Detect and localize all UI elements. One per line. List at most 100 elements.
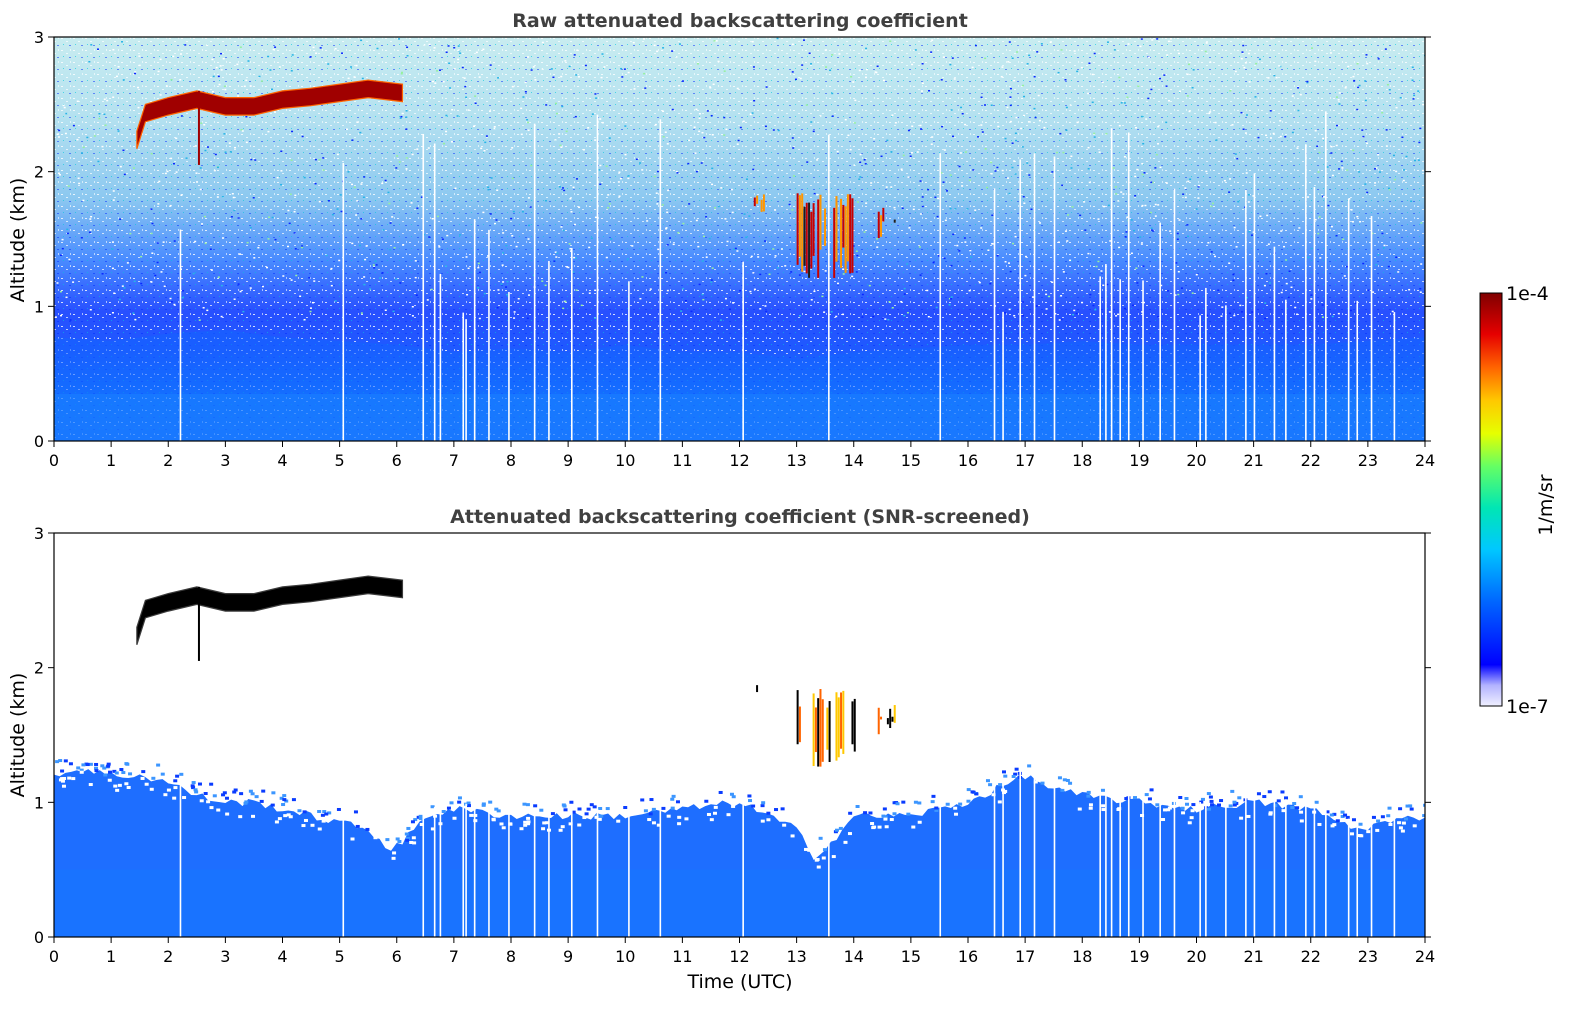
noise-speckle (984, 148, 987, 150)
data-gap-line (422, 133, 425, 441)
screened-fleck (248, 789, 253, 793)
noise-speckle (919, 213, 922, 215)
noise-speckle (948, 304, 951, 306)
noise-speckle (398, 161, 401, 163)
noise-speckle (318, 200, 321, 203)
convective-streak (889, 708, 892, 728)
noise-speckle (1235, 246, 1238, 248)
screened-fleck (1100, 788, 1105, 792)
screened-fleck (1027, 764, 1032, 768)
noise-speckle (291, 130, 294, 133)
noise-speckle (1284, 135, 1287, 138)
noise-speckle (315, 52, 318, 55)
noise-speckle (170, 78, 173, 81)
noise-speckle (1234, 153, 1237, 155)
x-tick-label: 13 (786, 947, 806, 966)
noise-speckle (1106, 283, 1109, 286)
noise-speckle (656, 50, 659, 53)
noise-speckle (122, 149, 125, 152)
screened-hole (107, 778, 112, 782)
noise-speckle (977, 136, 980, 138)
noise-speckle (981, 131, 984, 133)
noise-speckle (731, 211, 734, 214)
noise-speckle (1004, 311, 1007, 314)
screened-fleck (466, 804, 471, 808)
noise-speckle (954, 208, 957, 210)
noise-speckle (1141, 173, 1144, 176)
noise-speckle (1015, 116, 1018, 119)
noise-speckle (1072, 313, 1075, 316)
screened-fleck (190, 784, 195, 788)
noise-speckle (1007, 262, 1010, 264)
noise-speckle (300, 246, 303, 249)
noise-speckle (1321, 304, 1324, 306)
noise-speckle (797, 258, 800, 261)
noise-speckle (1051, 281, 1054, 284)
noise-speckle (252, 197, 255, 199)
noise-speckle (859, 176, 862, 178)
noise-speckle (1280, 291, 1283, 294)
noise-speckle (376, 47, 379, 50)
screened-fleck (671, 794, 676, 798)
noise-speckle (1205, 170, 1208, 173)
screened-hole (560, 825, 565, 829)
screened-hole (519, 827, 524, 831)
x-tick-label: 1 (106, 451, 116, 470)
noise-speckle (76, 138, 79, 141)
convective-streak (819, 689, 822, 767)
screened-hole (616, 819, 621, 823)
noise-speckle (858, 69, 861, 72)
noise-speckle (217, 75, 220, 78)
screened-fleck (121, 771, 126, 775)
x-tick-label: 2 (163, 947, 173, 966)
noise-speckle (1239, 304, 1242, 307)
screened-hole (1239, 816, 1244, 820)
noise-speckle (527, 238, 530, 240)
noise-speckle (267, 55, 270, 58)
noise-speckle (928, 90, 931, 92)
noise-speckle (293, 232, 296, 234)
noise-speckle (1221, 306, 1224, 308)
screened-fleck (222, 791, 227, 795)
noise-speckle (859, 153, 862, 156)
noise-speckle (935, 306, 938, 309)
screened-fleck (1014, 767, 1019, 771)
convective-streak (835, 196, 838, 262)
screened-hole (144, 782, 149, 786)
noise-speckle (1043, 126, 1046, 129)
noise-speckle (236, 63, 239, 66)
screened-fleck (1232, 800, 1237, 804)
noise-speckle (903, 314, 906, 317)
noise-speckle (280, 170, 283, 172)
noise-speckle (1080, 66, 1083, 69)
noise-speckle (1244, 132, 1247, 134)
screened-fleck (106, 764, 111, 768)
noise-speckle (1127, 43, 1130, 45)
screened-hole (409, 840, 414, 844)
noise-speckle (1330, 145, 1333, 148)
noise-speckle (400, 71, 403, 74)
noise-speckle (1322, 196, 1325, 198)
noise-speckle (173, 240, 176, 242)
noise-speckle (290, 70, 293, 72)
noise-speckle (423, 233, 426, 236)
noise-speckle (459, 52, 462, 54)
noise-speckle (454, 187, 457, 190)
noise-speckle (206, 44, 209, 46)
noise-speckle (1247, 201, 1250, 203)
x-tick-label: 6 (392, 947, 402, 966)
heatmap-content (54, 37, 1425, 441)
noise-speckle (644, 87, 647, 89)
noise-speckle (698, 283, 701, 286)
noise-speckle (1060, 318, 1063, 321)
screened-hole (499, 822, 504, 826)
noise-speckle (405, 168, 408, 170)
noise-speckle (1189, 178, 1192, 180)
screened-hole (872, 825, 877, 829)
noise-speckle (249, 226, 252, 229)
cloud-streak (197, 90, 200, 165)
noise-speckle (1254, 96, 1257, 98)
noise-speckle (313, 280, 316, 282)
screened-fleck (892, 812, 897, 816)
